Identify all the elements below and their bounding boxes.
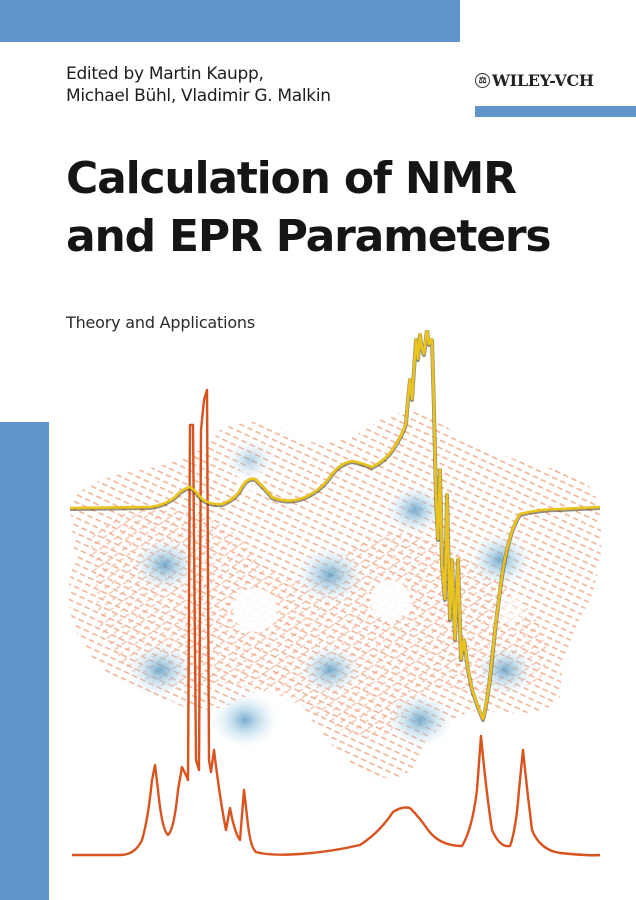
epr-spectrum: [69, 330, 601, 722]
top-accent-bar: [0, 0, 460, 42]
nmr-spectrum: [72, 388, 601, 857]
editors-line-1: Edited by Martin Kaupp,: [66, 64, 264, 84]
title-line-1: Calculation of NMR: [66, 153, 517, 204]
publisher-accent-bar: [475, 106, 636, 117]
publisher-logo: ⚖ WILEY-VCH: [475, 71, 594, 90]
publisher-name: WILEY-VCH: [492, 71, 594, 90]
editors-line-2: Michael Bühl, Vladimir G. Malkin: [66, 86, 331, 106]
editors: Edited by Martin Kaupp, Michael Bühl, Vl…: [66, 63, 331, 107]
spectrum-illustration: [68, 330, 602, 857]
side-accent-bar: [0, 422, 49, 900]
book-subtitle: Theory and Applications: [66, 313, 256, 332]
book-title: Calculation of NMR and EPR Parameters: [66, 150, 552, 266]
wiley-logo-icon: ⚖: [475, 73, 490, 88]
electron-density-blobs: [126, 438, 535, 748]
title-line-2: and EPR Parameters: [66, 211, 552, 262]
